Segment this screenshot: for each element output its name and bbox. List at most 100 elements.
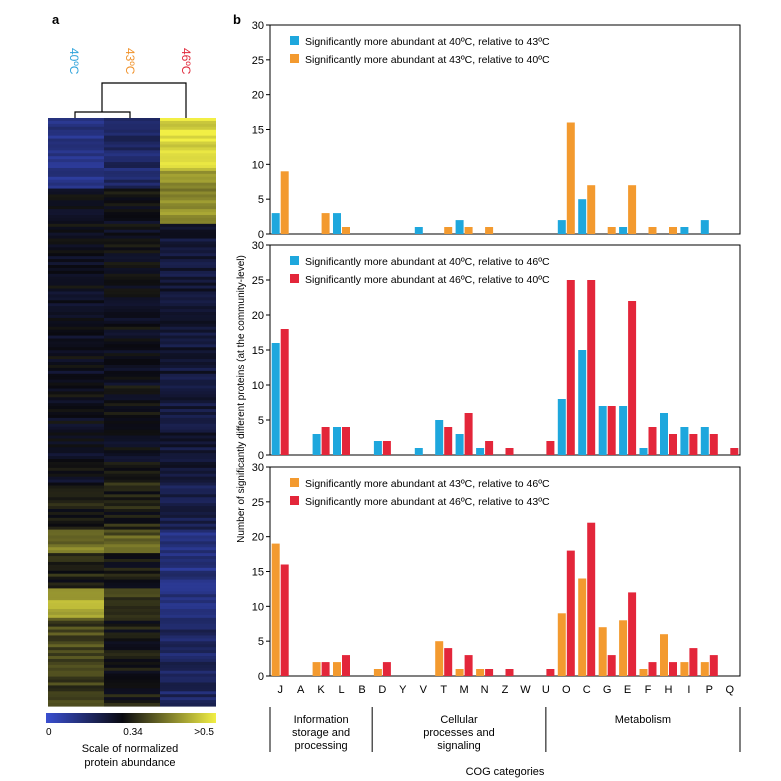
heatmap-cell	[160, 223, 216, 228]
heatmap-cell	[48, 576, 104, 581]
heatmap-cell	[48, 603, 104, 607]
bar	[546, 441, 555, 455]
heatmap-cell	[104, 182, 160, 187]
heatmap-cell	[48, 376, 104, 381]
heatmap-cell	[160, 500, 216, 504]
bar	[587, 185, 596, 234]
bar	[435, 641, 444, 676]
bar	[280, 171, 289, 234]
heatmap-cell	[48, 253, 104, 257]
heatmap-cell	[160, 118, 216, 122]
heatmap-cell	[104, 432, 160, 437]
heatmap-cell	[160, 541, 216, 545]
heatmap-cell	[48, 344, 104, 348]
bar	[598, 627, 607, 676]
bar	[607, 227, 616, 234]
bar	[342, 227, 350, 234]
heatmap-cell	[160, 509, 216, 513]
heatmap-cell	[104, 506, 160, 510]
bar	[557, 220, 566, 234]
heatmap-cell	[160, 585, 216, 589]
heatmap-cell	[104, 359, 160, 363]
heatmap-cell	[104, 608, 160, 613]
legend-swatch	[290, 36, 299, 45]
heatmap-cell	[48, 235, 104, 240]
heatmap-cell	[104, 573, 160, 578]
heatmap-cell	[48, 570, 104, 575]
heatmap-cell	[104, 403, 160, 407]
heatmap-cell	[48, 676, 104, 681]
heatmap-cell	[160, 300, 216, 304]
heatmap-cell	[160, 391, 216, 395]
heatmap-cell	[48, 529, 104, 534]
heatmap-cell	[104, 241, 160, 246]
x-tick-label: O	[562, 684, 571, 696]
heatmap-cell	[104, 400, 160, 404]
heatmap-cell	[48, 520, 104, 525]
heatmap-cell	[48, 417, 104, 422]
heatmap-cell	[160, 623, 216, 628]
heatmap-cell	[160, 270, 216, 275]
heatmap-cell	[104, 526, 160, 531]
heatmap-cell	[48, 147, 104, 151]
heatmap-cell	[104, 220, 160, 225]
bar	[321, 662, 330, 676]
heatmap-cell	[48, 388, 104, 393]
heatmap-cell	[48, 647, 104, 651]
heatmap-cell	[104, 509, 160, 513]
bar	[464, 227, 473, 234]
bar	[312, 662, 321, 676]
heatmap-cell	[104, 356, 160, 360]
heatmap-cell	[160, 232, 216, 237]
heatmap-cell	[160, 538, 216, 542]
heatmap-cell	[160, 285, 216, 290]
heatmap-cell	[104, 373, 160, 378]
heatmap-cell	[48, 312, 104, 316]
heatmap-cell	[104, 544, 160, 548]
heatmap-cell	[48, 688, 104, 692]
heatmap-cell	[104, 550, 160, 554]
heatmap-cell	[160, 653, 216, 657]
heatmap-cell	[48, 532, 104, 537]
heatmap-cell	[48, 314, 104, 319]
heatmap-cell	[160, 606, 216, 610]
heatmap-cell	[104, 503, 160, 507]
heatmap-cell	[48, 385, 104, 390]
heatmap-cell	[104, 653, 160, 657]
bar	[680, 662, 689, 676]
heatmap-cell	[104, 656, 160, 660]
heatmap-cell	[48, 606, 104, 610]
heatmap-cell	[160, 220, 216, 225]
heatmap-cell	[48, 444, 104, 448]
heatmap-cell	[104, 344, 160, 348]
y-tick-label: 15	[252, 125, 264, 137]
bar	[414, 448, 423, 455]
bar	[578, 350, 587, 455]
heatmap-cell	[160, 144, 216, 148]
heatmap-cell	[160, 459, 216, 463]
bar	[566, 280, 575, 455]
heatmap-cell	[160, 409, 216, 413]
heatmap-cell	[104, 697, 160, 701]
heatmap-cell	[104, 482, 160, 487]
heatmap-cell	[48, 409, 104, 413]
heatmap-cell	[160, 335, 216, 340]
heatmap-cell	[104, 467, 160, 472]
heatmap-cell	[160, 200, 216, 204]
heatmap-cell	[160, 420, 216, 425]
heatmap-cell	[48, 432, 104, 437]
heatmap-cell	[160, 312, 216, 316]
bar	[648, 227, 657, 234]
heatmap-cell	[160, 338, 216, 343]
heatmap-cell	[104, 464, 160, 469]
heatmap-cell	[104, 564, 160, 569]
heatmap-cell	[160, 676, 216, 681]
heatmap-cell	[160, 614, 216, 619]
heatmap-cell	[160, 441, 216, 445]
heatmap-cell	[48, 629, 104, 634]
heatmap-cell	[160, 597, 216, 601]
heatmap-cell	[104, 173, 160, 178]
heatmap-cell	[48, 294, 104, 298]
heatmap-cell	[160, 306, 216, 310]
heatmap-cell	[48, 220, 104, 225]
